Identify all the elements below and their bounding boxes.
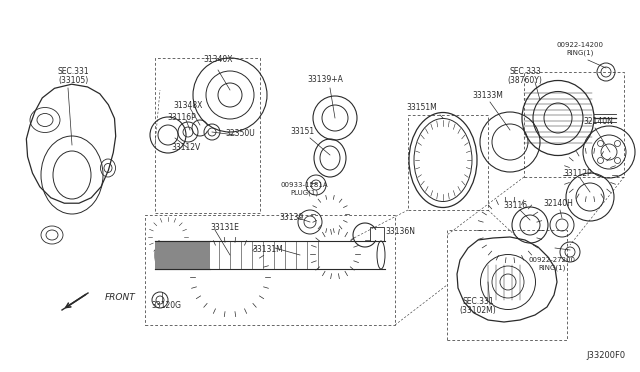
- Bar: [408, 115, 488, 210]
- Text: SEC.331: SEC.331: [58, 67, 90, 77]
- Text: 33112P: 33112P: [564, 170, 592, 179]
- Text: 00933-1281A: 00933-1281A: [280, 182, 328, 188]
- Text: 33116: 33116: [503, 201, 527, 209]
- Text: 33120G: 33120G: [151, 301, 181, 311]
- Text: 33151M: 33151M: [406, 103, 437, 112]
- Text: 33136N: 33136N: [385, 228, 415, 237]
- Text: 00922-27200: 00922-27200: [529, 257, 575, 263]
- Bar: [155, 241, 210, 269]
- Bar: [370, 227, 384, 241]
- Bar: [447, 230, 567, 340]
- Text: RING(1): RING(1): [566, 50, 594, 56]
- Text: 33139: 33139: [280, 214, 304, 222]
- Text: J33200F0: J33200F0: [586, 350, 625, 359]
- Bar: [524, 72, 624, 177]
- Text: (33102M): (33102M): [460, 305, 497, 314]
- Text: 33116P: 33116P: [168, 113, 196, 122]
- Bar: [155, 58, 260, 213]
- Text: FRONT: FRONT: [105, 294, 136, 302]
- Text: RING(1): RING(1): [538, 265, 566, 271]
- Text: 33131E: 33131E: [210, 224, 239, 232]
- Bar: [145, 215, 395, 325]
- Text: 33131M: 33131M: [253, 246, 284, 254]
- Text: 32350U: 32350U: [225, 129, 255, 138]
- Text: 33133M: 33133M: [472, 92, 504, 100]
- Text: 33151: 33151: [290, 128, 314, 137]
- Text: (38760Y): (38760Y): [508, 76, 543, 84]
- Text: 00922-14200: 00922-14200: [557, 42, 604, 48]
- Text: (33105): (33105): [58, 76, 88, 84]
- Text: 32140N: 32140N: [583, 118, 613, 126]
- Text: SEC.331: SEC.331: [462, 298, 494, 307]
- Text: 31348X: 31348X: [173, 102, 203, 110]
- Text: 32140H: 32140H: [543, 199, 573, 208]
- Text: 33112V: 33112V: [172, 144, 200, 153]
- Text: 31340X: 31340X: [204, 55, 233, 64]
- Text: 33139+A: 33139+A: [307, 76, 343, 84]
- Text: PLUG(1): PLUG(1): [290, 190, 318, 196]
- Text: SEC.333: SEC.333: [509, 67, 541, 77]
